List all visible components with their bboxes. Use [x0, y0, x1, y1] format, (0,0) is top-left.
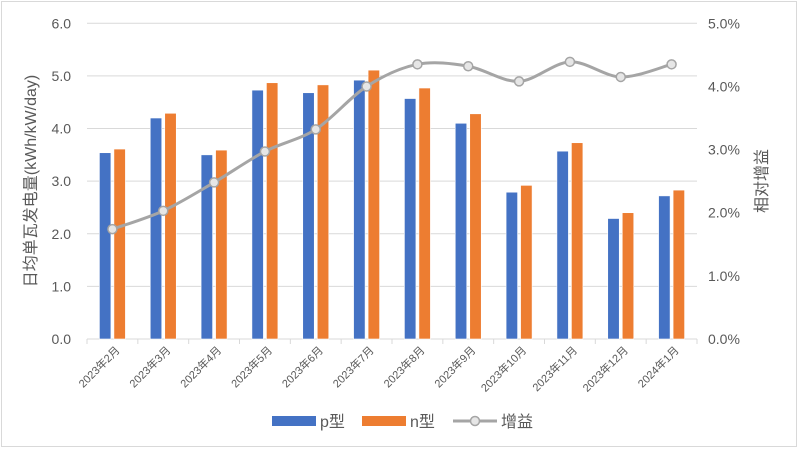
gain-point: [564, 56, 576, 68]
y-right-tick-label: 3.0%: [708, 142, 740, 158]
y-tick-label: 5.0: [52, 68, 72, 84]
x-tick-label: 2023年9月: [431, 343, 478, 390]
x-tick-label: 2023年12月: [579, 343, 630, 394]
y-right-tick-label: 4.0%: [708, 78, 740, 94]
y-axis-title: 日均单瓦发电量(kWh/kW/day): [22, 75, 40, 287]
gain-point: [310, 124, 321, 135]
legend-swatch-n: [362, 416, 406, 426]
y-tick-label: 1.0: [52, 278, 72, 294]
gain-point: [107, 223, 118, 235]
y-right-tick-label: 1.0%: [708, 268, 740, 284]
bar-p: [353, 79, 366, 340]
x-tick-label: 2023年3月: [126, 343, 173, 390]
legend-marker-gain: [469, 415, 481, 427]
bar-n: [621, 212, 635, 340]
x-tick-label: 2023年5月: [228, 343, 275, 390]
legend-label-p: p型: [320, 413, 345, 431]
bar-n: [316, 84, 330, 340]
bar-p: [454, 122, 468, 340]
bar-p: [607, 218, 620, 340]
bar-p: [149, 117, 163, 340]
gain-point: [412, 59, 423, 70]
y-right-axis-title: 相对增益: [753, 149, 771, 213]
gain-point: [208, 177, 220, 188]
y-right-tick-label: 0.0%: [708, 331, 740, 347]
y-right-tick-label: 2.0%: [708, 205, 740, 221]
gain-point: [361, 81, 372, 92]
legend-swatch-p: [272, 416, 316, 426]
x-tick-label: 2023年7月: [330, 343, 377, 390]
bar-n: [266, 82, 279, 340]
bar-n: [367, 69, 380, 340]
bar-p: [505, 191, 518, 340]
y-tick-label: 4.0: [52, 121, 72, 137]
bar-n: [469, 113, 482, 340]
bar-p: [404, 98, 417, 340]
bar-n: [520, 185, 533, 340]
gain-point: [615, 71, 626, 83]
bar-n: [164, 112, 177, 340]
bar-n: [571, 142, 584, 340]
bar-n: [672, 189, 685, 340]
y-tick-label: 0.0: [52, 331, 72, 347]
bar-n: [418, 87, 431, 340]
bar-n: [215, 149, 228, 340]
x-tick-label: 2023年2月: [75, 343, 122, 390]
x-tick-label: 2023年10月: [478, 343, 529, 394]
x-tick-label: 2023年8月: [380, 343, 427, 390]
bar-p: [200, 154, 213, 340]
bar-p: [251, 89, 264, 340]
gain-point: [259, 146, 271, 157]
gain-point: [463, 60, 474, 72]
y-right-tick-label: 5.0%: [708, 15, 740, 31]
y-tick-label: 6.0: [52, 15, 72, 31]
y-tick-label: 3.0: [52, 173, 72, 189]
bar-p: [658, 195, 671, 340]
x-tick-label: 2023年6月: [279, 343, 326, 390]
legend-label-n: n型: [410, 413, 435, 431]
legend-label-gain: 增益: [501, 413, 533, 431]
gain-point: [158, 205, 169, 217]
x-tick-label: 2024年1月: [635, 343, 682, 390]
x-tick-label: 2023年11月: [529, 343, 580, 394]
gain-point: [513, 76, 525, 87]
x-tick-label: 2023年4月: [177, 343, 224, 390]
bar-p: [302, 92, 315, 340]
gain-line: [111, 60, 672, 231]
bar-n: [113, 148, 126, 340]
y-tick-label: 2.0: [52, 226, 72, 242]
bar-p: [99, 152, 112, 340]
bar-p: [556, 150, 569, 340]
gain-point: [666, 59, 677, 70]
